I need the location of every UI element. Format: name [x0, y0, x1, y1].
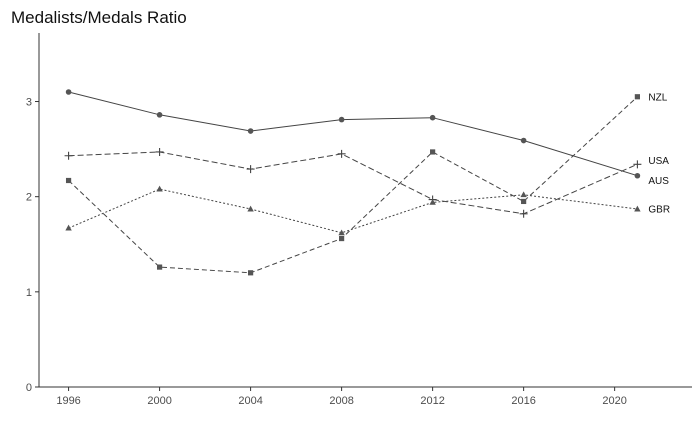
data-point-gbr	[429, 198, 436, 205]
data-point-nzl	[339, 235, 345, 242]
data-point-nzl	[521, 198, 527, 205]
data-point-gbr	[156, 185, 163, 192]
series-label-aus: AUS	[648, 176, 669, 187]
data-point-usa	[519, 209, 528, 218]
data-point-gbr	[520, 191, 527, 198]
y-tick-label: 1	[26, 287, 32, 299]
x-tick-label: 2004	[238, 395, 262, 407]
y-tick-label: 0	[26, 382, 32, 394]
data-point-usa	[246, 165, 255, 174]
series-line-nzl	[68, 96, 638, 274]
data-point-aus	[338, 116, 345, 123]
data-point-nzl	[247, 270, 254, 276]
data-point-aus	[520, 137, 527, 144]
data-point-usa	[155, 147, 164, 156]
x-tick-label: 2000	[147, 395, 171, 407]
x-tick-label: 2012	[420, 395, 444, 407]
series-label-usa: USA	[648, 156, 669, 167]
x-tick-label: 2016	[511, 395, 535, 407]
series-label-gbr: GBR	[648, 205, 670, 216]
data-point-gbr	[338, 229, 345, 236]
data-point-nzl	[430, 149, 436, 155]
x-axis: 1996 2000 2004 2008 2012 2016 2020	[56, 387, 627, 407]
series-labels: AUS NZL USA GBR	[648, 92, 670, 215]
data-point-gbr	[65, 224, 72, 231]
x-tick-label: 1996	[56, 395, 80, 407]
y-axis: 0 1 2 3	[26, 97, 39, 394]
x-tick-label: 2020	[602, 395, 626, 407]
data-point-usa	[64, 151, 73, 160]
series-label-nzl: NZL	[648, 92, 667, 103]
data-point-gbr	[634, 205, 641, 212]
data-point-aus	[429, 114, 436, 121]
x-tick-label: 2008	[329, 395, 353, 407]
y-tick-label: 3	[26, 97, 32, 109]
data-point-aus	[156, 112, 163, 118]
plot-area	[64, 89, 642, 276]
data-point-aus	[634, 172, 641, 179]
data-point-aus	[247, 128, 254, 134]
data-point-usa	[337, 149, 346, 158]
data-point-aus	[65, 89, 72, 95]
data-point-usa	[633, 160, 642, 169]
y-tick-label: 2	[26, 192, 32, 204]
data-point-nzl	[65, 177, 72, 184]
data-point-nzl	[634, 94, 640, 100]
series-line-gbr	[68, 188, 638, 234]
series-line-usa	[68, 151, 638, 215]
data-point-nzl	[156, 264, 163, 270]
chart-title: Medalists/Medals Ratio	[11, 8, 187, 27]
data-point-gbr	[247, 205, 254, 212]
series-line-aus	[68, 91, 638, 177]
